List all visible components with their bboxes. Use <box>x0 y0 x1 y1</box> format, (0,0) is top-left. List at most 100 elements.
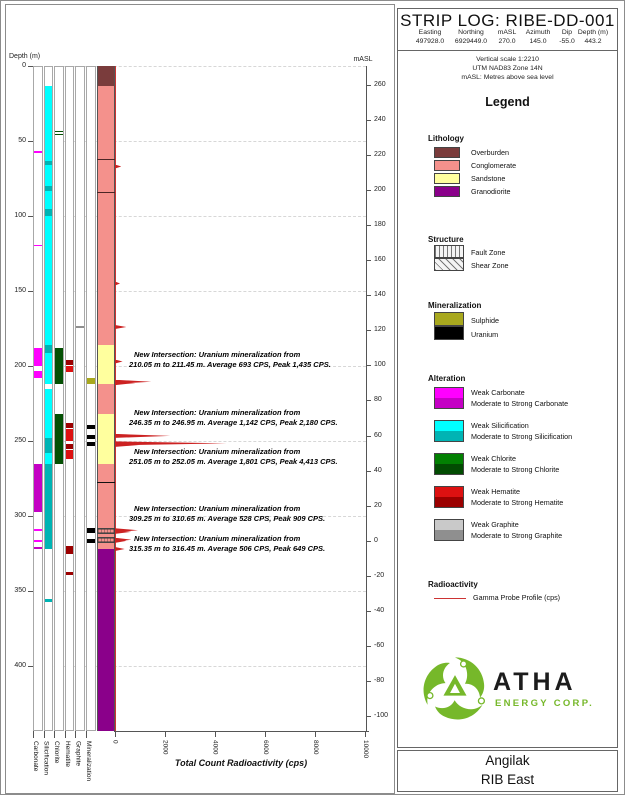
coord-value: -55.0 <box>559 38 575 45</box>
strip-hematite <box>65 366 74 372</box>
strip-chlorite <box>55 414 63 464</box>
strip-mineralization <box>87 528 95 533</box>
gridline <box>34 441 366 442</box>
gamma-line-sample <box>434 598 466 599</box>
legend-label: Sandstone <box>471 174 506 183</box>
legend-swatch-strong <box>435 497 463 507</box>
strip-silicification <box>44 598 53 602</box>
strip-chlorite <box>55 348 63 384</box>
depth-tick-label: 300 <box>14 512 26 519</box>
strip-silicification <box>44 216 53 345</box>
legend-section-structure: Structure <box>428 235 464 244</box>
strip-chlorite <box>55 133 63 135</box>
gamma-spike <box>115 442 141 447</box>
masl-tick <box>366 540 371 542</box>
masl-tick <box>366 84 371 86</box>
depth-tick <box>28 666 33 667</box>
coord-label: Depth (m) <box>577 29 609 36</box>
strip-carbonate <box>34 528 42 531</box>
masl-tick <box>366 611 371 613</box>
strip-carbonate <box>34 463 42 512</box>
legend-label: Moderate to Strong Hematite <box>471 498 564 507</box>
strip-silicification <box>44 438 53 453</box>
depth-tick-label: 150 <box>14 287 26 294</box>
masl-tick-label: 260 <box>374 80 386 88</box>
cps-tick <box>264 731 266 737</box>
legend-section-lithology: Lithology <box>428 134 464 143</box>
coord-value: 6929449.0 <box>454 38 488 45</box>
depth-tick-label: 350 <box>14 587 26 594</box>
masl-tick-label: 80 <box>374 396 382 404</box>
masl-tick-label: -60 <box>374 642 385 650</box>
litho-conglomerate <box>96 463 115 549</box>
legend-swatch-granodiorite <box>434 186 460 197</box>
gridline <box>34 666 366 667</box>
legend-swatch-strong <box>435 398 463 408</box>
legend-label: Moderate to Strong Carbonate <box>471 399 569 408</box>
legend-swatch-vertical-pattern <box>434 245 464 258</box>
legend-section-radioactivity: Radioactivity <box>428 580 478 589</box>
legend-swatch-weak <box>435 421 463 431</box>
cps-tick <box>365 731 366 737</box>
atha-logo-word: ATHA <box>493 668 577 696</box>
masl-tick-label: 100 <box>374 361 386 369</box>
litho-overburden <box>96 66 115 86</box>
strip-hematite <box>65 571 74 575</box>
column-track-graphite <box>75 66 85 731</box>
gridline <box>34 141 366 142</box>
cps-tick-label: 8000 <box>311 740 319 755</box>
depth-tick-label: 50 <box>18 137 26 144</box>
annotation-line: New Intersection: Uranium mineralization… <box>134 350 301 359</box>
column-axis-tick <box>43 731 45 738</box>
litho-conglomerate <box>96 85 115 345</box>
masl-tick-label: 200 <box>374 185 386 193</box>
column-axis-tick <box>75 731 77 738</box>
masl-tick <box>366 681 371 683</box>
masl-tick <box>366 154 371 156</box>
annotation-line: 251.05 m to 252.05 m. Average 1,801 CPS,… <box>129 457 338 466</box>
gridline <box>34 216 366 217</box>
masl-tick <box>366 224 371 226</box>
gridline <box>34 516 366 517</box>
annotation-line: New Intersection: Uranium mineralization… <box>134 504 301 513</box>
plot-panel-frame <box>5 4 395 794</box>
strip-carbonate <box>34 150 42 153</box>
coord-label: Dip <box>561 29 573 36</box>
legend-swatch-conglomerate <box>434 160 460 171</box>
annotation-line: 315.35 m to 316.45 m. Average 506 CPS, P… <box>129 544 326 553</box>
depth-tick <box>28 516 33 517</box>
column-axis-tick <box>86 731 87 738</box>
masl-tick-label: 0 <box>374 536 378 544</box>
cps-tick <box>114 731 116 737</box>
annotation-line: New Intersection: Uranium mineralization… <box>134 408 301 417</box>
project-box <box>397 750 618 792</box>
project-area: RIB East <box>480 772 535 787</box>
strip-silicification <box>44 165 53 186</box>
depth-tick-label: 200 <box>14 362 26 369</box>
header-divider <box>397 50 618 51</box>
strip-carbonate <box>34 546 42 549</box>
info-panel-frame <box>397 8 618 748</box>
gridline <box>34 66 366 67</box>
legend-swatch-pair <box>434 420 464 442</box>
strip-hematite <box>65 423 74 428</box>
masl-tick <box>366 295 371 297</box>
coord-label: mASL <box>497 29 517 36</box>
legend-label: Fault Zone <box>471 248 506 257</box>
gamma-spike <box>115 537 132 542</box>
strip-chlorite <box>55 130 63 132</box>
cps-tick-label: 0 <box>111 740 119 744</box>
legend-swatch-sandstone <box>434 173 460 184</box>
masl-tick <box>366 119 371 121</box>
litho-conglomerate <box>96 384 115 414</box>
depth-tick <box>28 591 33 592</box>
legend-swatch-diagonal-pattern <box>434 258 464 271</box>
legend-label: Gamma Probe Profile (cps) <box>473 593 561 602</box>
litho-granodiorite <box>96 549 115 731</box>
strip-silicification <box>44 463 53 549</box>
legend-label: Weak Silicification <box>471 421 529 430</box>
legend-section-mineralization: Mineralization <box>428 301 482 310</box>
gridline <box>34 591 366 592</box>
litho-shear-zone <box>96 537 115 543</box>
